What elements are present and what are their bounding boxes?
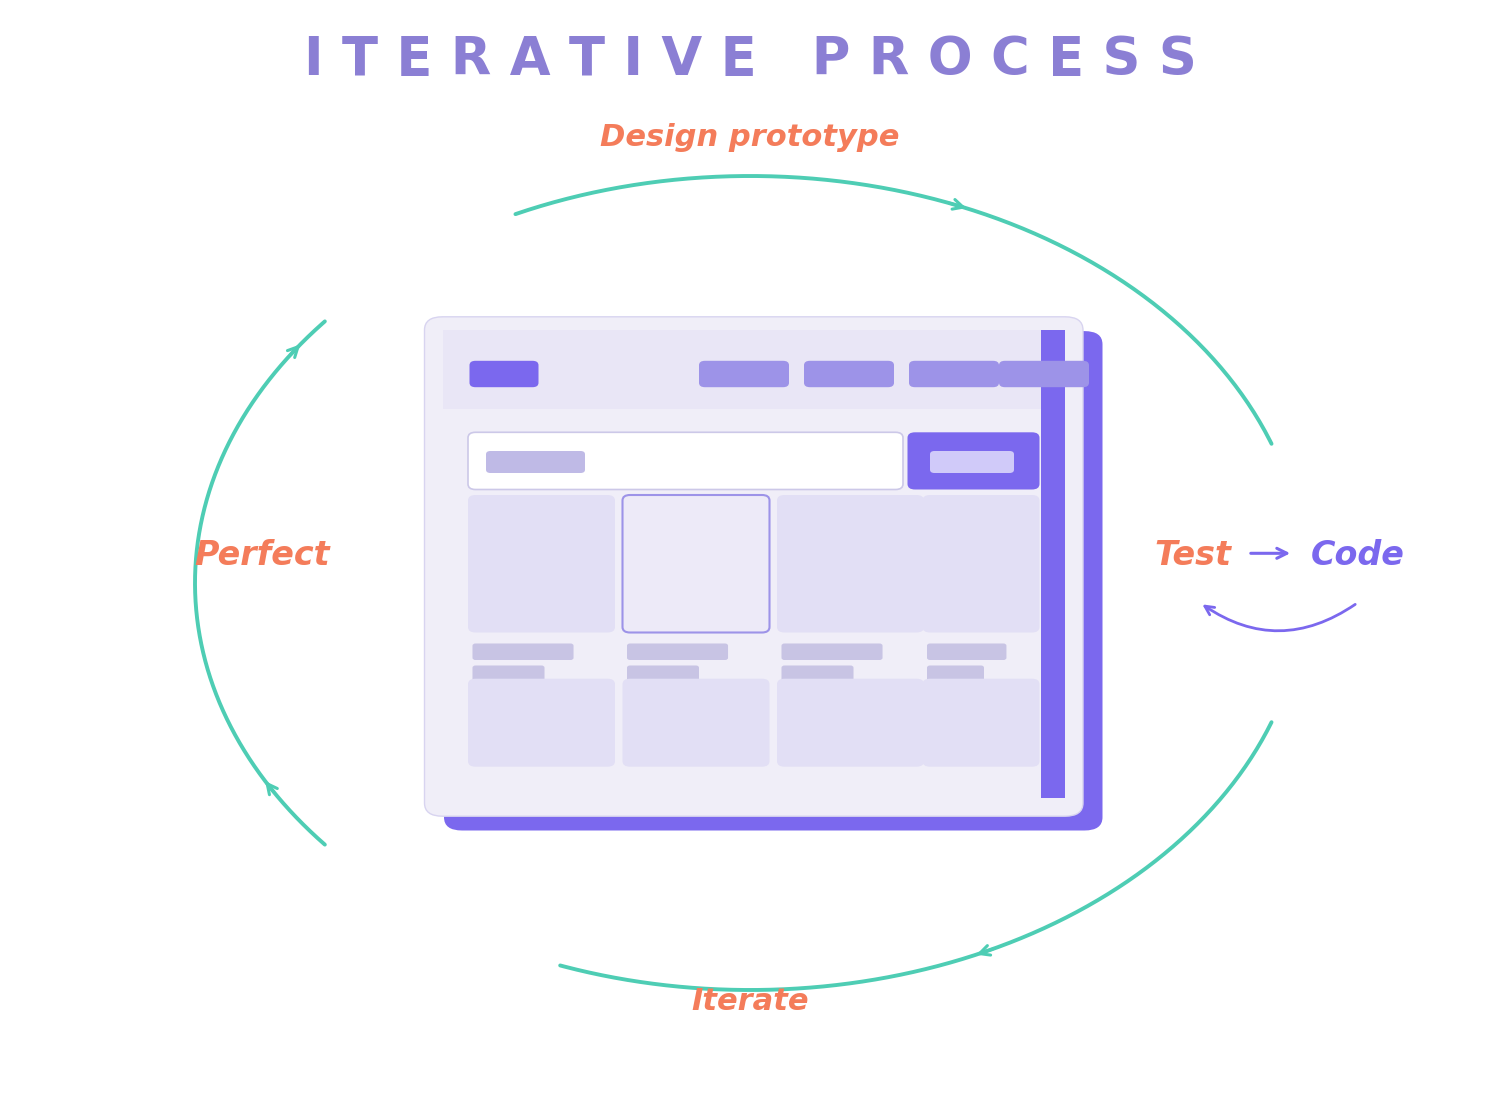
FancyBboxPatch shape (927, 666, 984, 682)
FancyBboxPatch shape (777, 495, 924, 632)
Text: I T E R A T I V E   P R O C E S S: I T E R A T I V E P R O C E S S (303, 34, 1197, 87)
FancyBboxPatch shape (486, 451, 585, 473)
FancyBboxPatch shape (622, 679, 770, 767)
FancyBboxPatch shape (927, 644, 1007, 660)
FancyBboxPatch shape (930, 451, 1014, 473)
FancyBboxPatch shape (909, 361, 999, 387)
Bar (1041, 330, 1065, 798)
FancyBboxPatch shape (468, 495, 615, 632)
FancyBboxPatch shape (472, 644, 573, 660)
FancyBboxPatch shape (444, 331, 1102, 830)
FancyBboxPatch shape (627, 644, 728, 660)
FancyBboxPatch shape (782, 666, 853, 682)
FancyBboxPatch shape (627, 666, 699, 682)
Text: Design prototype: Design prototype (600, 123, 900, 152)
FancyBboxPatch shape (908, 432, 1040, 490)
FancyBboxPatch shape (468, 432, 903, 490)
Bar (442, 330, 1041, 409)
Text: Iterate: Iterate (692, 987, 808, 1015)
Text: Perfect: Perfect (195, 539, 330, 572)
FancyBboxPatch shape (804, 361, 894, 387)
FancyBboxPatch shape (424, 317, 1083, 816)
FancyBboxPatch shape (999, 361, 1089, 387)
FancyBboxPatch shape (468, 679, 615, 767)
Text: Code: Code (1311, 539, 1404, 572)
FancyArrowPatch shape (1204, 604, 1354, 630)
FancyBboxPatch shape (470, 361, 538, 387)
FancyBboxPatch shape (782, 644, 882, 660)
FancyBboxPatch shape (922, 495, 1040, 632)
FancyBboxPatch shape (699, 361, 789, 387)
FancyBboxPatch shape (472, 666, 544, 682)
FancyBboxPatch shape (777, 679, 924, 767)
FancyBboxPatch shape (622, 495, 770, 632)
FancyBboxPatch shape (922, 679, 1040, 767)
Text: Test: Test (1154, 539, 1232, 572)
